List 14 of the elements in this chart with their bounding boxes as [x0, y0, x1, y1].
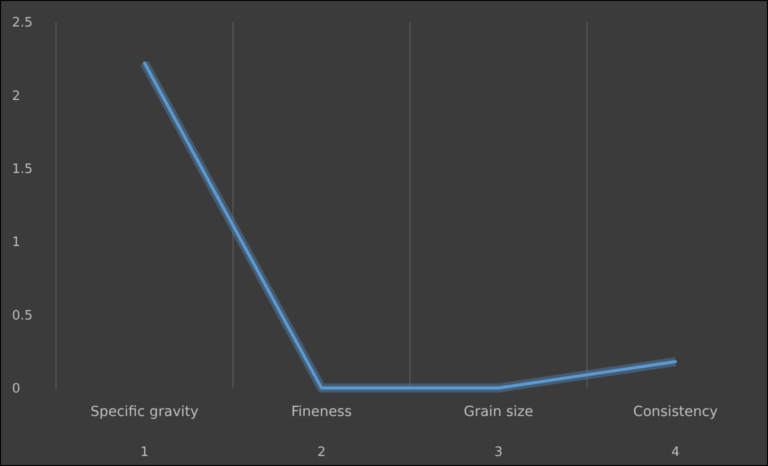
text: 1 — [140, 445, 149, 460]
text: 4 — [671, 445, 680, 460]
y-tick-label: 0.5 — [12, 308, 33, 324]
y-tick-label: 0 — [12, 382, 20, 397]
y-tick-label: 2 — [12, 88, 20, 104]
x-tick-label: Grain size — [464, 404, 534, 420]
x-tick-label: Fineness — [291, 404, 352, 420]
y-tick-label: 1 — [12, 235, 20, 250]
x-tick-label: Consistency — [633, 404, 718, 420]
text: 2 — [317, 445, 326, 460]
x-tick-label: Specific gravity — [90, 404, 199, 420]
y-tick-label: 2.5 — [12, 16, 33, 31]
y-tick-label: 1.5 — [12, 162, 33, 177]
text: 3 — [494, 445, 503, 460]
